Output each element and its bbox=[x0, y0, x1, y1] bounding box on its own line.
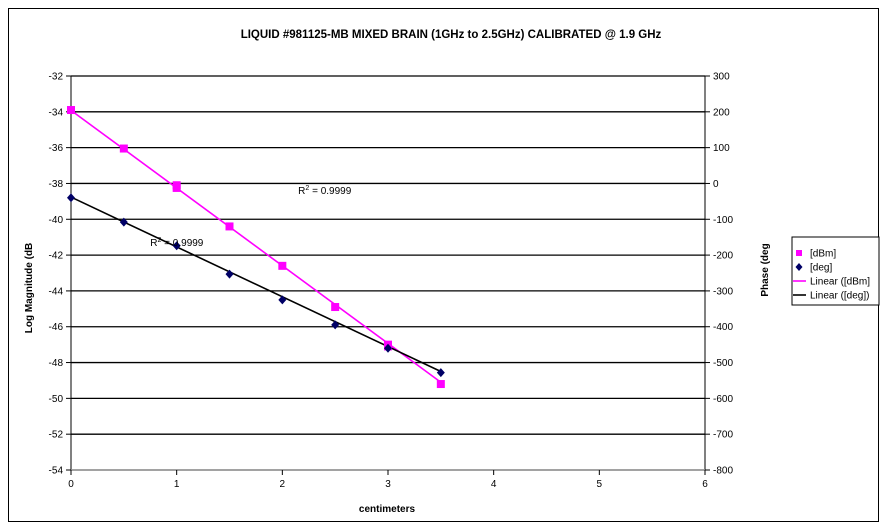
y-right-tick-label: -400 bbox=[713, 322, 733, 333]
data-point bbox=[225, 269, 234, 279]
data-point bbox=[67, 106, 75, 115]
legend-box bbox=[791, 236, 880, 306]
data-point bbox=[436, 380, 445, 389]
x-tick-label: 3 bbox=[385, 479, 391, 490]
y-right-tick-label: -100 bbox=[713, 215, 733, 226]
legend-marker bbox=[796, 250, 802, 256]
y-right-tick-label: -500 bbox=[713, 358, 733, 369]
trendline bbox=[70, 109, 442, 383]
x-axis-label: centimeters bbox=[359, 504, 416, 515]
plot-area: -32-34-36-38-40-42-44-46-48-50-52-543002… bbox=[49, 72, 734, 491]
y-axis-label-left: Log Magnitude (dB bbox=[24, 243, 35, 334]
data-point bbox=[172, 183, 181, 192]
legend-label: [deg] bbox=[810, 263, 832, 274]
y-right-tick-label: 300 bbox=[713, 72, 730, 83]
y-right-tick-label: -200 bbox=[713, 251, 733, 262]
data-point bbox=[67, 193, 75, 203]
y-right-tick-label: -700 bbox=[713, 430, 733, 441]
legend-label: Linear ([dBm] bbox=[810, 277, 870, 288]
data-point bbox=[278, 261, 287, 270]
x-tick-label: 0 bbox=[68, 479, 74, 490]
chart-frame bbox=[8, 8, 879, 522]
data-point bbox=[119, 217, 128, 227]
y-left-tick-label: -40 bbox=[49, 215, 64, 226]
data-point bbox=[172, 241, 181, 251]
y-left-tick-label: -54 bbox=[49, 466, 64, 477]
y-left-tick-label: -48 bbox=[49, 358, 64, 369]
x-tick-label: 5 bbox=[597, 479, 603, 490]
legend-label: [dBm] bbox=[810, 249, 836, 260]
y-left-tick-label: -38 bbox=[49, 179, 64, 190]
y-left-tick-label: -46 bbox=[49, 322, 64, 333]
x-tick-label: 1 bbox=[174, 479, 180, 490]
y-left-tick-label: -42 bbox=[49, 251, 64, 262]
x-tick-label: 6 bbox=[702, 479, 708, 490]
y-right-tick-label: 0 bbox=[713, 179, 719, 190]
y-right-tick-label: 100 bbox=[713, 143, 730, 154]
trendline bbox=[70, 196, 442, 373]
y-left-tick-label: -44 bbox=[49, 286, 64, 297]
data-point bbox=[331, 303, 340, 312]
data-point bbox=[119, 144, 128, 153]
legend-label: Linear ([deg]) bbox=[810, 291, 869, 302]
y-right-tick-label: -600 bbox=[713, 394, 733, 405]
r-squared-annotation: R2 = 0.9999 bbox=[150, 237, 204, 249]
y-axis-label-right: Phase (deg bbox=[760, 243, 771, 296]
y-left-tick-label: -32 bbox=[49, 72, 64, 83]
r-squared-annotation: R2 = 0.9999 bbox=[298, 185, 352, 197]
y-right-tick-label: 200 bbox=[713, 107, 730, 118]
y-left-tick-label: -36 bbox=[49, 143, 64, 154]
y-right-tick-label: -800 bbox=[713, 466, 733, 477]
chart-title: LIQUID #981125-MB MIXED BRAIN (1GHz to 2… bbox=[241, 29, 662, 41]
x-tick-label: 2 bbox=[280, 479, 286, 490]
y-left-tick-label: -52 bbox=[49, 430, 64, 441]
legend: [dBm] [deg] Linear ([dBm] Linear ([deg]) bbox=[791, 236, 880, 306]
data-point bbox=[384, 343, 392, 353]
data-point bbox=[225, 222, 234, 231]
data-point bbox=[331, 320, 340, 330]
y-right-tick-label: -300 bbox=[713, 286, 733, 297]
legend-marker bbox=[795, 263, 803, 271]
y-left-tick-label: -50 bbox=[49, 394, 64, 405]
y-left-tick-label: -34 bbox=[49, 107, 64, 118]
x-tick-label: 4 bbox=[491, 479, 497, 490]
data-point bbox=[278, 295, 287, 305]
data-point bbox=[436, 368, 445, 378]
